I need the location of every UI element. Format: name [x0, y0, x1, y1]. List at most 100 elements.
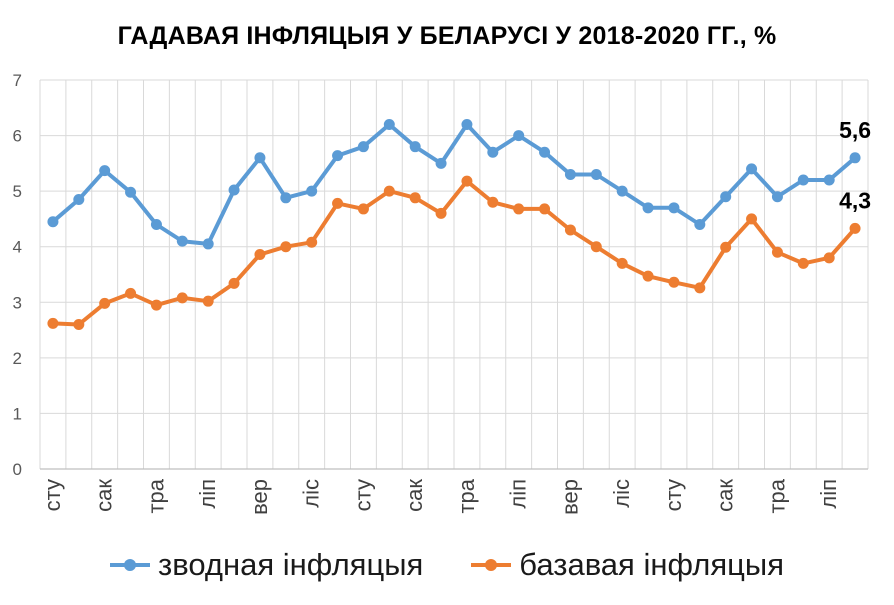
data-point-headline [125, 186, 137, 198]
legend: зводная інфляцыя базавая інфляцыя [0, 540, 894, 590]
x-tick-label: вер [247, 479, 272, 515]
data-point-headline [435, 157, 447, 169]
chart-title: ГАДАВАЯ ІНФЛЯЦЫЯ У БЕЛАРУСІ У 2018-2020 … [117, 22, 777, 50]
data-point-core [176, 292, 188, 304]
data-point-headline [383, 118, 395, 130]
data-point-core [487, 196, 499, 208]
data-point-core [513, 203, 525, 215]
y-tick-label: 7 [13, 71, 22, 90]
data-point-headline [771, 191, 783, 203]
data-point-core [73, 319, 85, 331]
y-tick-label: 5 [13, 182, 22, 201]
legend-swatch-core [471, 559, 512, 571]
data-point-core [590, 241, 602, 253]
data-point-headline [357, 141, 369, 153]
data-point-headline [47, 216, 59, 228]
axes: 0 1 2 3 4 5 6 7 сту сак тра ліп вер ліс сту сак тра ліп ве… [13, 71, 868, 515]
data-point-headline [642, 202, 654, 214]
data-point-core [849, 222, 861, 234]
data-label-core-last: 4,3 [839, 187, 871, 213]
x-tick-label: сак [402, 479, 427, 512]
data-point-core [254, 248, 266, 260]
data-point-headline [694, 218, 706, 230]
data-point-headline [73, 193, 85, 205]
x-tick-label: тра [764, 478, 789, 513]
legend-swatch-headline [110, 559, 151, 571]
x-tick-label: ліс [299, 479, 324, 508]
grid [39, 79, 869, 469]
data-point-headline [797, 174, 809, 186]
data-point-core [409, 192, 421, 204]
legend-item-core: базавая інфляцыя [471, 547, 784, 583]
x-tick-label: ліп [195, 479, 220, 509]
data-point-headline [823, 174, 835, 186]
data-point-headline [720, 191, 732, 203]
data-point-headline [513, 130, 525, 142]
data-point-core [280, 241, 292, 253]
x-tick-label: тра [143, 478, 168, 513]
data-point-core [150, 299, 162, 311]
data-point-core [771, 246, 783, 258]
x-tick-label: сак [713, 479, 738, 512]
data-point-headline [487, 146, 499, 158]
data-label-headline-last: 5,6 [839, 117, 871, 143]
data-point-core [461, 175, 473, 187]
data-point-core [435, 207, 447, 219]
data-point-core [694, 282, 706, 294]
data-point-core [720, 241, 732, 253]
data-point-headline [461, 118, 473, 130]
data-point-core [332, 197, 344, 209]
x-tick-label: ліс [609, 479, 634, 508]
x-tick-label: сак [92, 479, 117, 512]
data-point-core [125, 287, 137, 299]
data-point-core [383, 185, 395, 197]
legend-item-headline: зводная інфляцыя [110, 547, 423, 583]
data-point-headline [539, 146, 551, 158]
data-point-headline [176, 235, 188, 247]
y-tick-label: 6 [13, 127, 22, 146]
x-tick-label: ліп [816, 479, 841, 509]
data-point-headline [306, 185, 318, 197]
data-point-core [746, 213, 758, 225]
data-point-headline [254, 152, 266, 164]
data-point-headline [668, 202, 680, 214]
data-point-headline [99, 165, 111, 177]
y-tick-label: 1 [13, 404, 22, 423]
series-layer [47, 118, 861, 331]
x-tick-label: сту [661, 479, 686, 511]
data-point-core [306, 236, 318, 248]
data-point-core [228, 277, 240, 289]
data-point-core [539, 203, 551, 215]
data-point-core [47, 317, 59, 329]
data-point-headline [150, 218, 162, 230]
x-tick-label: тра [454, 478, 479, 513]
data-point-headline [590, 168, 602, 180]
data-point-core [357, 203, 369, 215]
data-point-headline [202, 238, 214, 250]
data-point-headline [332, 150, 344, 162]
y-tick-label: 0 [13, 460, 22, 479]
data-point-core [642, 270, 654, 282]
x-tick-label: ліп [506, 479, 531, 509]
legend-label-core: базавая інфляцыя [519, 547, 784, 582]
data-point-headline [228, 184, 240, 196]
data-point-core [797, 257, 809, 269]
data-point-core [616, 257, 628, 269]
data-point-headline [746, 163, 758, 175]
data-point-core [668, 276, 680, 288]
x-tick-label: сту [350, 479, 375, 511]
data-point-core [99, 297, 111, 309]
x-tick-label: вер [557, 479, 582, 515]
data-point-headline [280, 192, 292, 204]
data-point-core [564, 224, 576, 236]
data-point-headline [849, 152, 861, 164]
y-tick-label: 3 [13, 293, 22, 312]
data-labels: 5,6 4,3 [839, 117, 871, 214]
y-tick-label: 2 [13, 349, 22, 368]
data-point-headline [616, 185, 628, 197]
legend-label-headline: зводная інфляцыя [158, 547, 424, 582]
data-point-headline [409, 141, 421, 153]
data-point-core [202, 295, 214, 307]
y-tick-label: 4 [13, 238, 22, 257]
